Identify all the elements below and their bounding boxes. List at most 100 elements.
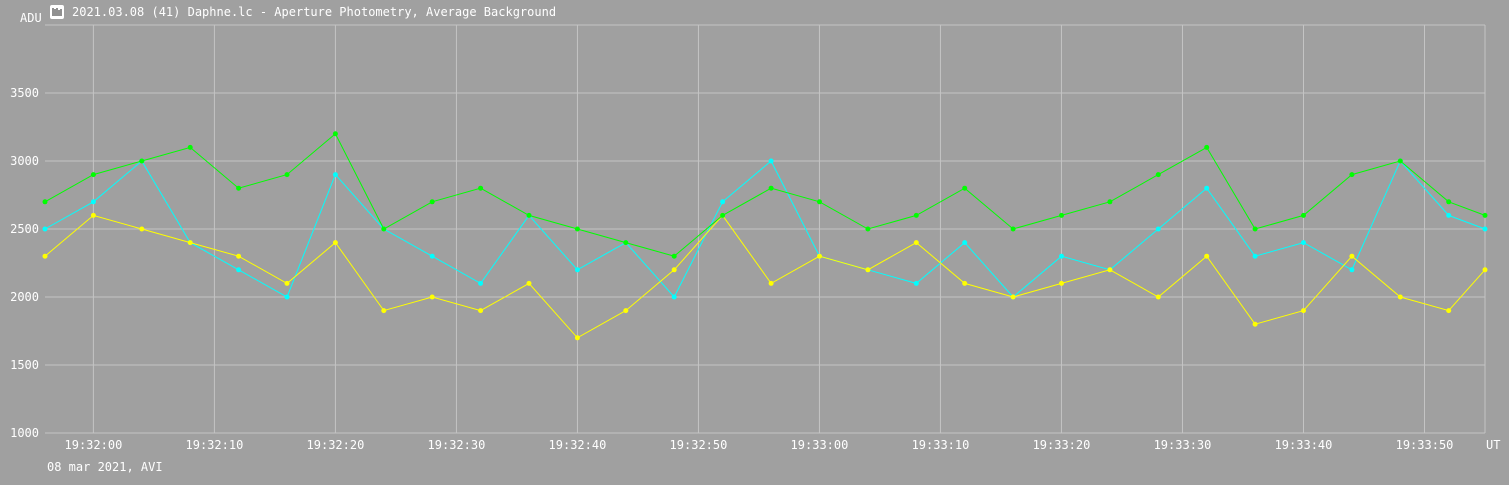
data-point xyxy=(1301,308,1306,314)
window-title: 2021.03.08 (41) Daphne.lc - Aperture Pho… xyxy=(72,5,557,19)
series-layer xyxy=(42,131,1488,341)
x-tick-label: 19:32:00 xyxy=(65,438,123,452)
x-tick-label: 19:32:30 xyxy=(428,438,486,452)
data-point xyxy=(284,172,290,178)
data-point xyxy=(865,267,871,273)
data-point xyxy=(1155,226,1161,232)
data-point xyxy=(671,294,677,300)
data-point xyxy=(381,308,387,314)
data-point xyxy=(1482,267,1488,273)
y-tick-label: 1500 xyxy=(10,358,39,372)
x-tick-label: 19:32:10 xyxy=(186,438,244,452)
data-point xyxy=(671,253,677,259)
x-tick-label: 19:32:20 xyxy=(307,438,365,452)
x-tick-label: 19:33:10 xyxy=(912,438,970,452)
data-point xyxy=(671,267,677,273)
data-point xyxy=(139,158,145,164)
x-tick-label: 19:32:50 xyxy=(670,438,728,452)
data-point xyxy=(768,185,774,191)
data-point xyxy=(1059,280,1064,286)
data-point xyxy=(623,240,629,246)
data-point xyxy=(1204,144,1210,150)
data-point xyxy=(526,212,532,218)
data-point xyxy=(1155,172,1161,178)
y-tick-label: 3000 xyxy=(10,154,39,168)
data-point xyxy=(1155,294,1161,300)
data-point xyxy=(90,199,96,205)
data-point xyxy=(1252,321,1258,327)
data-point xyxy=(381,226,387,232)
data-point xyxy=(1204,185,1210,191)
data-point xyxy=(1252,253,1258,259)
x-tick-label: 19:33:20 xyxy=(1033,438,1091,452)
data-point xyxy=(478,308,484,314)
x-axis-label: UT xyxy=(1486,438,1500,452)
data-point xyxy=(42,226,48,232)
y-axis-label: ADU xyxy=(20,11,42,25)
y-tick-label: 3500 xyxy=(10,86,39,100)
data-point xyxy=(42,199,48,205)
data-point xyxy=(1397,158,1403,164)
data-point xyxy=(1482,226,1488,232)
data-point xyxy=(478,185,484,191)
data-point xyxy=(1010,226,1016,232)
data-point xyxy=(623,308,629,314)
data-point xyxy=(720,212,726,218)
data-point xyxy=(1107,267,1113,273)
data-point xyxy=(817,199,822,205)
data-point xyxy=(817,253,822,259)
window-title-bar: 2021.03.08 (41) Daphne.lc - Aperture Pho… xyxy=(50,3,556,21)
data-point xyxy=(1446,199,1452,205)
data-point xyxy=(284,280,290,286)
x-tick-label: 19:33:30 xyxy=(1154,438,1212,452)
data-point xyxy=(1301,212,1306,218)
data-point xyxy=(429,253,435,259)
x-tick-label: 19:33:00 xyxy=(791,438,849,452)
data-point xyxy=(962,240,968,246)
data-point xyxy=(1446,308,1452,314)
data-point xyxy=(1301,240,1306,246)
data-point xyxy=(574,226,580,232)
data-point xyxy=(913,280,919,286)
data-point xyxy=(1107,199,1113,205)
data-point xyxy=(478,280,484,286)
y-tick-label: 1000 xyxy=(10,426,39,440)
data-point xyxy=(1349,172,1355,178)
x-tick-label: 19:33:40 xyxy=(1275,438,1333,452)
data-point xyxy=(187,240,193,246)
data-point xyxy=(574,335,580,341)
data-point xyxy=(768,280,774,286)
data-point xyxy=(1252,226,1258,232)
lightcurve-app-icon[interactable] xyxy=(50,5,64,19)
data-point xyxy=(429,199,435,205)
axes: 1000 1500 2000 2500 3000 3500 19:32:00 19:32:10… xyxy=(10,11,1500,452)
data-point xyxy=(332,240,338,246)
data-point xyxy=(236,253,242,259)
data-point xyxy=(284,294,290,300)
x-tick-label: 19:33:50 xyxy=(1396,438,1454,452)
data-point xyxy=(429,294,435,300)
data-point xyxy=(332,131,338,137)
data-point xyxy=(1059,253,1064,259)
data-point xyxy=(236,267,242,273)
recording-info: 08 mar 2021, AVI xyxy=(47,460,163,474)
data-point xyxy=(236,185,242,191)
data-point xyxy=(42,253,48,259)
data-point xyxy=(1204,253,1210,259)
y-tick-label: 2500 xyxy=(10,222,39,236)
data-point xyxy=(720,199,726,205)
data-point xyxy=(1482,212,1488,218)
x-tick-label: 19:32:40 xyxy=(549,438,607,452)
data-point xyxy=(1446,212,1452,218)
data-point xyxy=(1397,294,1403,300)
data-point xyxy=(90,172,96,178)
data-point xyxy=(1349,267,1355,273)
y-tick-label: 2000 xyxy=(10,290,39,304)
data-point xyxy=(1349,253,1355,259)
data-point xyxy=(768,158,774,164)
data-point xyxy=(332,172,338,178)
data-point xyxy=(962,185,968,191)
data-point xyxy=(913,240,919,246)
data-point xyxy=(574,267,580,273)
